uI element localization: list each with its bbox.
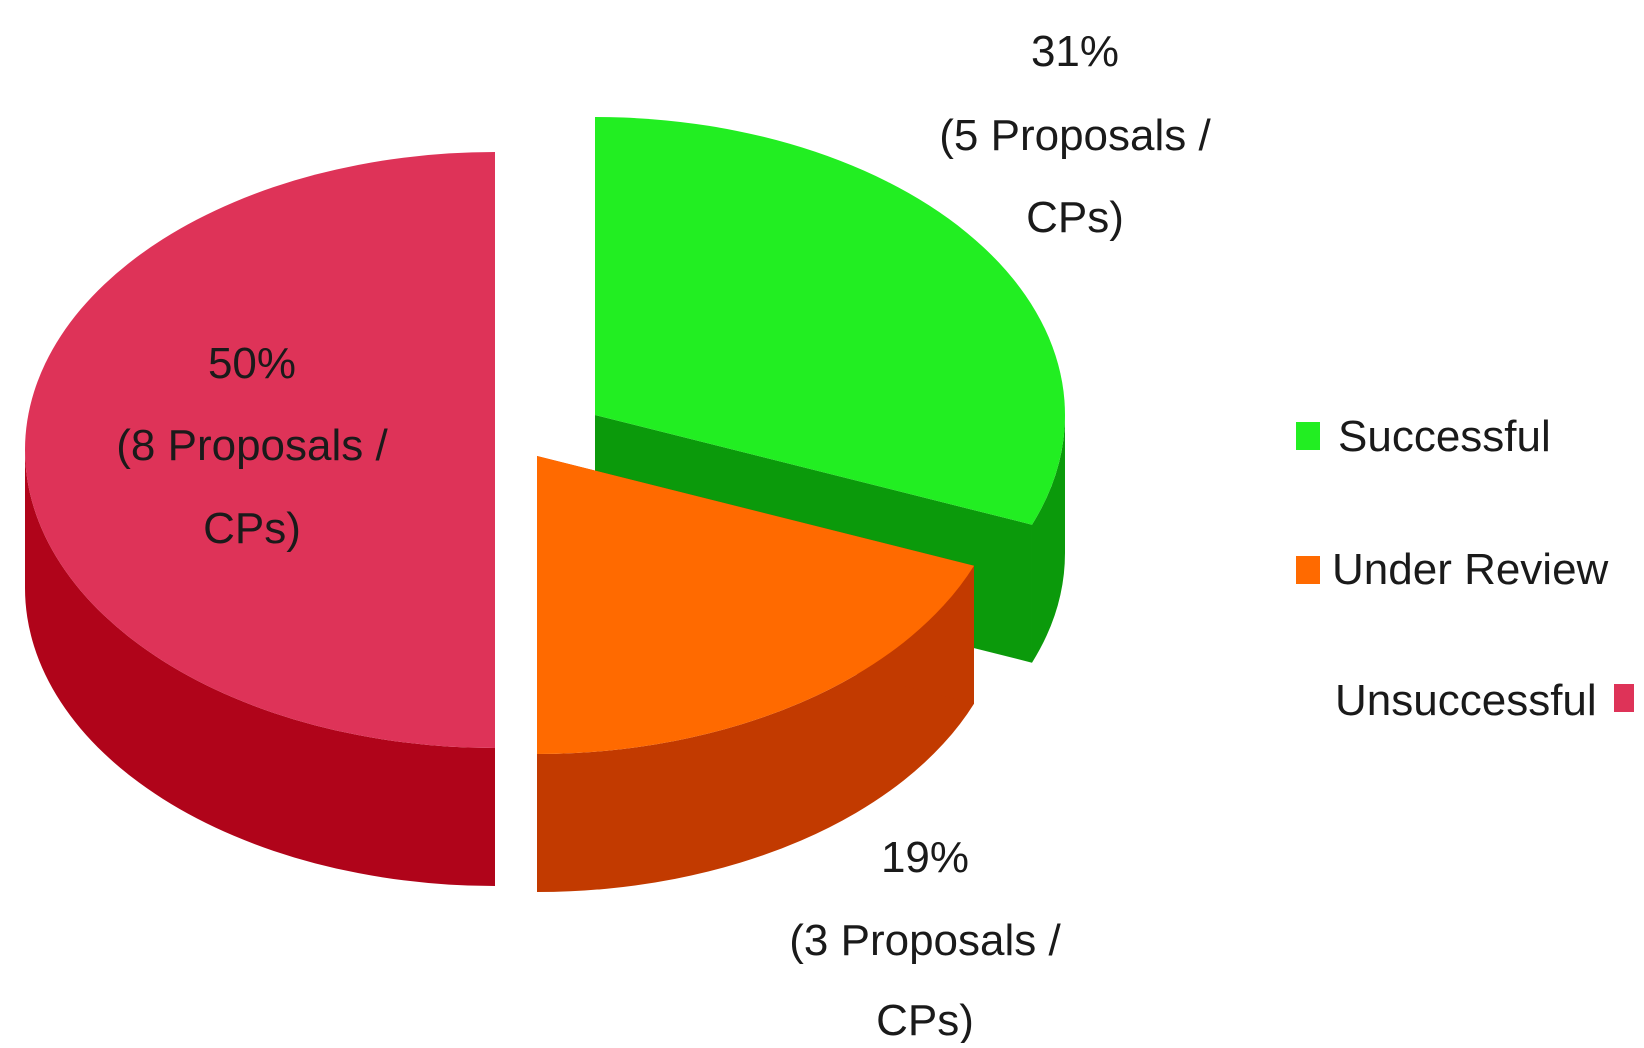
slice-label-unsuccessful-percent: 50% (208, 339, 296, 388)
legend-swatch-under-review (1296, 556, 1320, 584)
slice-label-under-review-unit: CPs) (876, 996, 974, 1043)
slices-layer (25, 117, 1065, 892)
slice-label-under-review-percent: 19% (881, 833, 969, 882)
slice-unsuccessful (25, 152, 495, 886)
slice-label-unsuccessful-count: (8 Proposals / (116, 421, 388, 470)
slice-side-successful (1031, 415, 1065, 663)
labels-layer: 31% (5 Proposals / CPs) 50% (8 Proposals… (116, 27, 1211, 1045)
legend-label-unsuccessful: Unsuccessful (1335, 676, 1597, 725)
slice-top-successful (595, 117, 1065, 525)
slice-label-successful-count: (5 Proposals / (939, 111, 1211, 160)
slice-label-successful-unit: CPs) (1026, 193, 1124, 242)
slice-label-under-review-count: (3 Proposals / (789, 916, 1061, 965)
slice-under-review (537, 456, 974, 892)
slice-top-under-review (537, 456, 974, 754)
legend-swatch-successful (1296, 422, 1320, 450)
slice-label-successful-percent: 31% (1031, 27, 1119, 76)
slice-side-under-review (537, 565, 974, 892)
legend: Successful Under Review Unsuccessful (1296, 412, 1634, 725)
slice-side-unsuccessful (25, 450, 495, 886)
legend-label-successful: Successful (1338, 412, 1551, 461)
legend-label-under-review: Under Review (1332, 545, 1609, 594)
slice-label-unsuccessful-unit: CPs) (203, 504, 301, 553)
legend-swatch-unsuccessful (1614, 684, 1634, 712)
slice-top-unsuccessful (25, 152, 495, 748)
